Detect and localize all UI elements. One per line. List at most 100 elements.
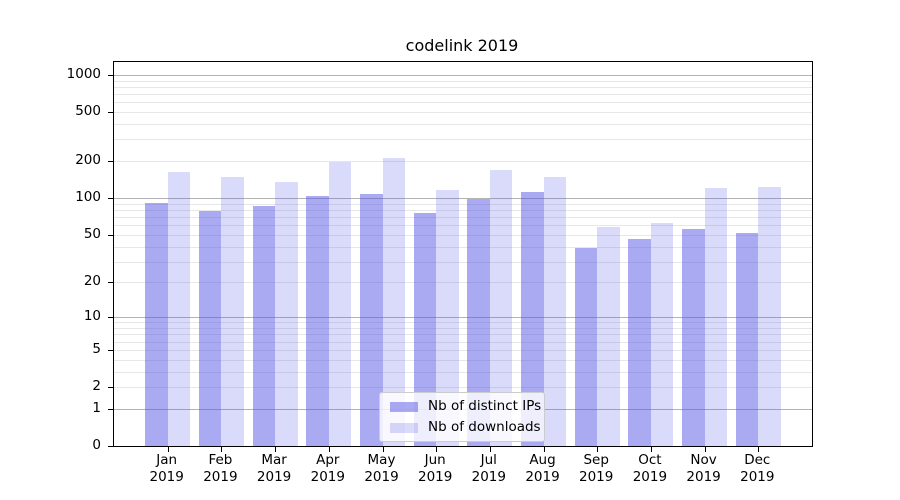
gridline-minor bbox=[114, 328, 812, 329]
y-tick-mark bbox=[108, 349, 114, 351]
x-tick-mark bbox=[489, 446, 491, 452]
bar-distinct-ips-jul bbox=[467, 198, 490, 446]
gridline-minor bbox=[114, 139, 812, 141]
y-tick-mark bbox=[108, 74, 114, 76]
bar-distinct-ips-sep bbox=[574, 247, 598, 446]
bar-downloads-jan bbox=[167, 172, 191, 446]
x-tick-year: 2019 bbox=[364, 469, 399, 485]
x-tick-month: Jul bbox=[480, 452, 497, 468]
x-tick-month: Mar bbox=[261, 452, 287, 468]
x-tick-year: 2019 bbox=[579, 469, 614, 485]
x-tick-mark bbox=[275, 446, 277, 452]
y-tick-mark bbox=[108, 446, 114, 447]
gridline-minor bbox=[114, 261, 812, 263]
gridline-minor bbox=[114, 217, 812, 218]
x-tick-month: Feb bbox=[208, 452, 233, 468]
gridline-minor bbox=[114, 80, 812, 82]
y-tick-label: 10 bbox=[83, 308, 101, 325]
x-tick-month: Nov bbox=[690, 452, 717, 468]
x-tick-month: Jun bbox=[424, 452, 446, 468]
gridline-minor bbox=[114, 322, 812, 324]
bar-distinct-ips-may bbox=[360, 193, 383, 446]
gridline-minor bbox=[114, 359, 812, 361]
gridline-minor bbox=[114, 334, 812, 336]
x-tick-label-apr: Apr 2019 bbox=[296, 452, 360, 486]
y-tick-label: 5 bbox=[92, 340, 101, 357]
gridline-minor bbox=[114, 225, 812, 227]
legend-swatch-distinct-ips-icon bbox=[390, 401, 418, 412]
bar-downloads-apr bbox=[328, 162, 352, 446]
x-tick-year: 2019 bbox=[686, 469, 721, 485]
x-tick-month: Sep bbox=[583, 452, 609, 468]
gridline-minor bbox=[114, 387, 812, 388]
gridline-minor bbox=[114, 203, 812, 205]
x-tick-label-jan: Jan 2019 bbox=[135, 452, 199, 486]
gridline-minor bbox=[114, 209, 812, 211]
x-tick-label-dec: Dec 2019 bbox=[725, 452, 789, 486]
x-tick-year: 2019 bbox=[310, 469, 345, 485]
x-tick-month: Dec bbox=[744, 452, 771, 468]
x-tick-year: 2019 bbox=[632, 469, 668, 485]
x-tick-mark bbox=[543, 446, 545, 452]
y-tick-mark bbox=[108, 317, 114, 319]
plot-area bbox=[108, 61, 813, 452]
x-tick-year: 2019 bbox=[418, 469, 453, 485]
x-tick-mark bbox=[650, 446, 652, 452]
y-tick-label: 2 bbox=[92, 378, 101, 394]
gridline-minor bbox=[114, 86, 812, 88]
x-tick-mark bbox=[704, 446, 706, 452]
y-tick-label: 0 bbox=[92, 437, 101, 453]
x-tick-label-may: May 2019 bbox=[350, 452, 414, 486]
x-tick-label-mar: Mar 2019 bbox=[242, 452, 306, 486]
bar-distinct-ips-feb bbox=[198, 210, 222, 446]
x-tick-label-aug: Aug 2019 bbox=[511, 452, 575, 486]
bar-downloads-may bbox=[382, 158, 405, 446]
legend-label-distinct-ips: Nb of distinct IPs bbox=[428, 398, 542, 414]
bar-downloads-nov bbox=[704, 188, 728, 446]
y-tick-label: 1 bbox=[92, 399, 101, 416]
bar-downloads-jun bbox=[436, 189, 459, 446]
y-tick-label: 200 bbox=[75, 152, 101, 169]
bar-distinct-ips-jun bbox=[413, 212, 437, 446]
gridline-minor bbox=[114, 341, 812, 343]
bar-distinct-ips-apr bbox=[306, 196, 329, 446]
x-tick-month: Aug bbox=[529, 452, 556, 468]
bar-distinct-ips-dec bbox=[735, 232, 759, 446]
legend-item-distinct-ips: Nb of distinct IPs bbox=[390, 399, 541, 414]
x-tick-label-sep: Sep 2019 bbox=[564, 452, 628, 486]
y-tick-mark bbox=[108, 198, 114, 200]
gridline-minor bbox=[114, 246, 812, 248]
x-tick-mark bbox=[597, 446, 599, 452]
legend-label-downloads: Nb of downloads bbox=[428, 419, 541, 435]
y-tick-mark bbox=[108, 408, 114, 410]
x-tick-mark bbox=[436, 446, 438, 452]
y-tick-label: 20 bbox=[83, 273, 101, 290]
x-tick-label-feb: Feb 2019 bbox=[188, 452, 252, 486]
bar-distinct-ips-nov bbox=[682, 228, 705, 446]
legend-swatch-downloads-icon bbox=[390, 422, 418, 433]
y-tick-mark bbox=[108, 112, 114, 113]
x-tick-year: 2019 bbox=[149, 469, 184, 485]
gridline-minor bbox=[114, 234, 812, 236]
x-tick-label-jun: Jun 2019 bbox=[403, 452, 467, 486]
x-tick-mark bbox=[328, 446, 330, 452]
y-tick-mark bbox=[108, 387, 114, 388]
gridline-minor bbox=[114, 349, 812, 351]
gridline-major bbox=[114, 317, 812, 319]
gridline-minor bbox=[114, 161, 812, 163]
x-tick-label-oct: Oct 2019 bbox=[618, 452, 682, 486]
y-tick-label: 1000 bbox=[66, 65, 101, 82]
x-tick-year: 2019 bbox=[203, 469, 238, 485]
y-tick-label: 500 bbox=[75, 103, 101, 119]
bar-downloads-oct bbox=[650, 223, 674, 446]
bar-downloads-feb bbox=[221, 177, 244, 446]
gridline-minor bbox=[114, 124, 812, 125]
legend: Nb of distinct IPs Nb of downloads bbox=[379, 392, 545, 442]
bar-distinct-ips-jan bbox=[145, 203, 168, 446]
bar-downloads-sep bbox=[597, 226, 620, 446]
bar-downloads-aug bbox=[543, 177, 566, 446]
x-tick-month: Apr bbox=[316, 452, 340, 468]
x-tick-label-jul: Jul 2019 bbox=[457, 452, 521, 486]
x-tick-year: 2019 bbox=[471, 469, 506, 485]
bar-downloads-dec bbox=[758, 187, 781, 446]
